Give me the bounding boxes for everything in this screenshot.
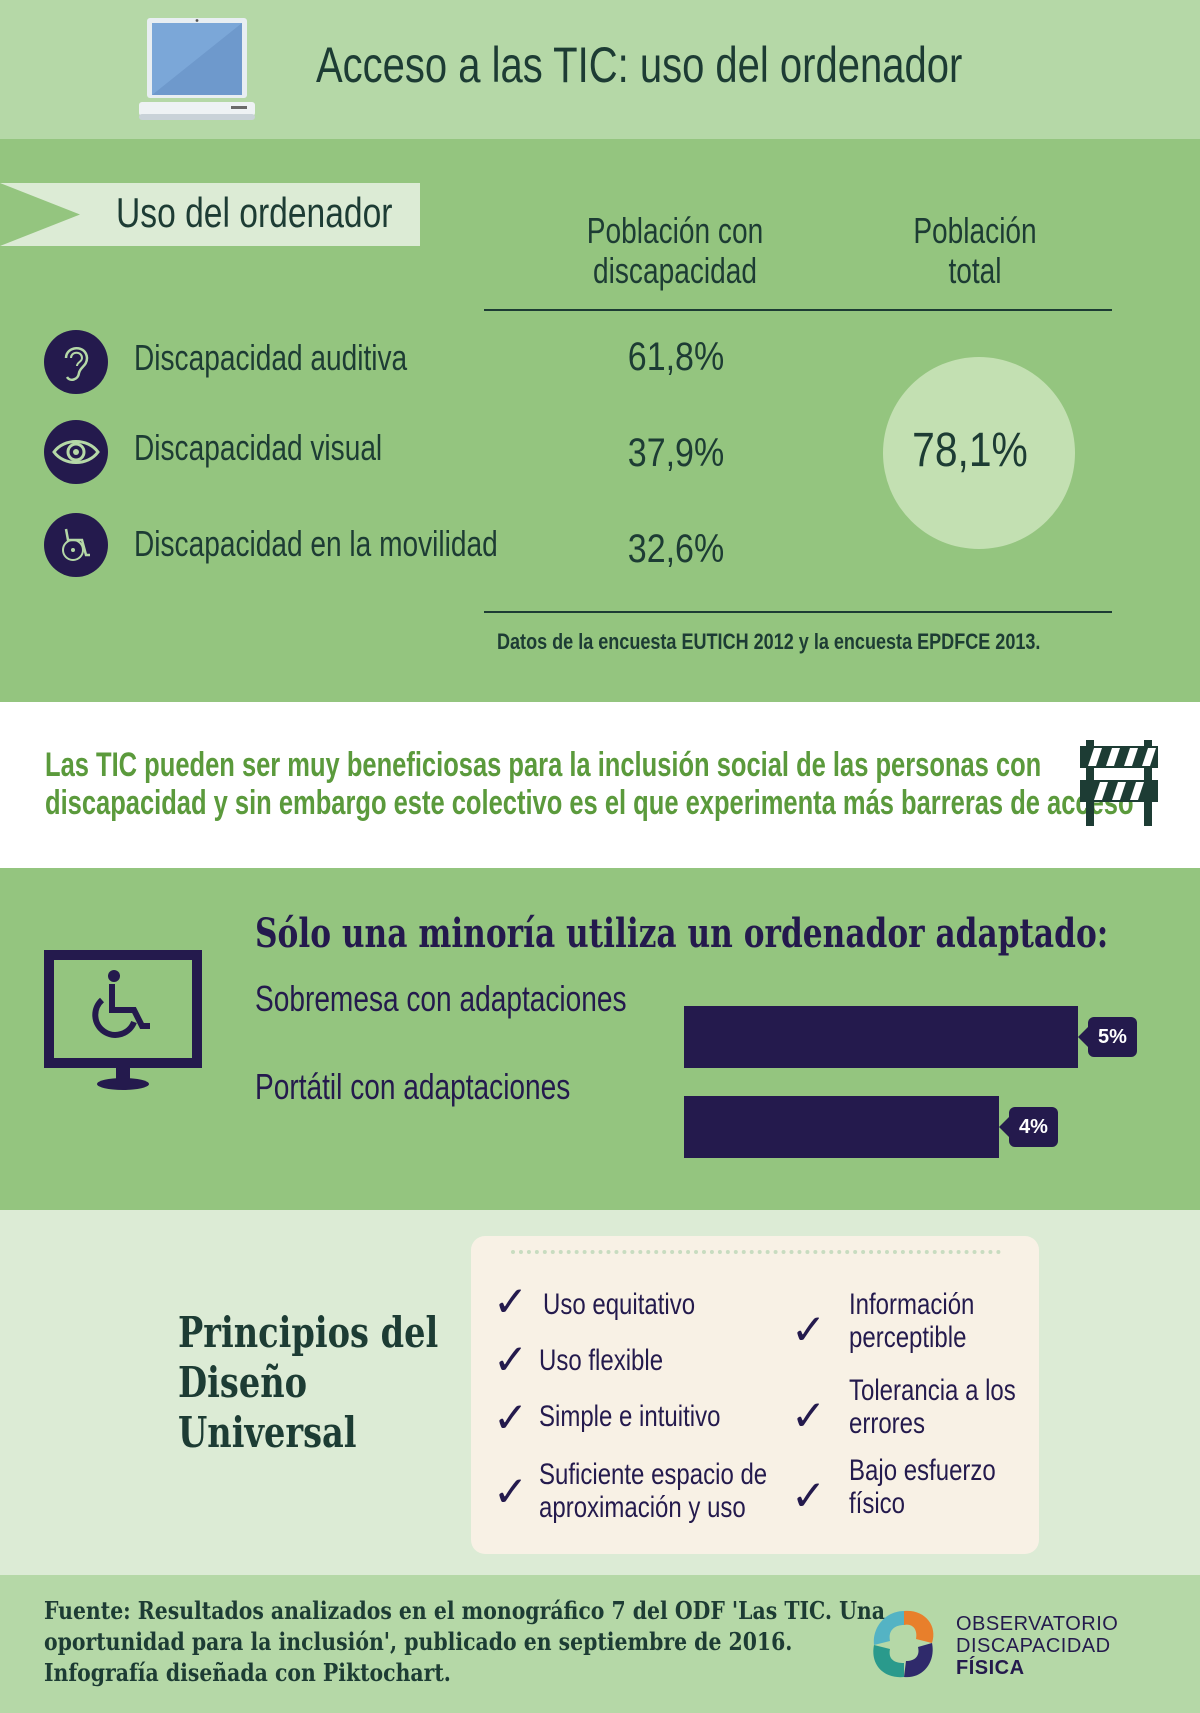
bar-value-label: 4% xyxy=(999,1107,1058,1147)
column-header-line: discapacidad xyxy=(593,250,757,291)
adapted-title: Sólo una minoría utiliza un ordenador ad… xyxy=(255,910,1109,957)
principle-item: Tolerancia a los errores xyxy=(849,1374,1057,1440)
adapted-computer-section: Sólo una minoría utiliza un ordenador ad… xyxy=(0,868,1200,1210)
row-value: 61,8% xyxy=(627,335,725,379)
quote-line: Las TIC pueden ser muy beneficiosas para… xyxy=(45,746,1042,784)
column-header-disability: Población con discapacidad xyxy=(530,211,820,291)
footer-source-line: oportunidad para la inclusión', publicad… xyxy=(44,1627,793,1656)
quote-section: Las TIC pueden ser muy beneficiosas para… xyxy=(0,702,1200,868)
header-section: Acceso a las TIC: uso del ordenador xyxy=(0,0,1200,139)
row-value: 32,6% xyxy=(627,527,725,571)
odf-logo[interactable]: OBSERVATORIO DISCAPACIDAD FÍSICA xyxy=(866,1605,1166,1685)
eye-icon xyxy=(44,420,108,484)
row-label: Discapacidad en la movilidad xyxy=(134,523,498,564)
design-principles-section: Principios del Diseño Universal ✓ Uso eq… xyxy=(0,1210,1200,1575)
principle-item: Simple e intuitivo xyxy=(539,1400,721,1433)
footer-source-line: Infografía diseñada con Piktochart. xyxy=(44,1658,451,1687)
principle-item: Bajo esfuerzo físico xyxy=(849,1454,1032,1520)
odf-logo-text: OBSERVATORIO DISCAPACIDAD FÍSICA xyxy=(956,1613,1118,1679)
ear-icon xyxy=(44,330,108,394)
odf-logo-mark xyxy=(873,1610,934,1678)
total-circle xyxy=(883,357,1075,549)
bar xyxy=(684,1006,1078,1068)
principle-line: físico xyxy=(849,1487,906,1520)
column-header-line: total xyxy=(948,250,1002,291)
design-title-line: Diseño xyxy=(178,1358,308,1407)
wheelchair-icon xyxy=(44,513,108,577)
check-icon: ✓ xyxy=(791,1472,827,1519)
check-icon: ✓ xyxy=(493,1394,529,1441)
design-title-line: Principios del xyxy=(178,1308,439,1357)
row-label: Discapacidad visual xyxy=(134,427,383,468)
check-icon: ✓ xyxy=(493,1278,529,1325)
design-title: Principios del Diseño Universal xyxy=(178,1308,438,1458)
source-note: Datos de la encuesta EUTICH 2012 y la en… xyxy=(497,629,1041,654)
section-banner: Uso del ordenador xyxy=(0,183,420,246)
quote-line: discapacidad y sin embargo este colectiv… xyxy=(45,784,1134,822)
principle-line: Suficiente espacio de xyxy=(539,1458,768,1491)
check-icon: ✓ xyxy=(791,1392,827,1439)
banner-label: Uso del ordenador xyxy=(116,189,393,236)
principle-item: Uso flexible xyxy=(539,1344,664,1377)
principle-line: Tolerancia a los xyxy=(849,1374,1016,1407)
logo-line: FÍSICA xyxy=(956,1657,1025,1679)
barrier-icon xyxy=(1080,740,1158,826)
footer-source-line: Fuente: Resultados analizados en el mono… xyxy=(44,1596,885,1625)
bar-value-label: 5% xyxy=(1078,1017,1137,1057)
footer-section: Fuente: Resultados analizados en el mono… xyxy=(0,1575,1200,1713)
check-icon: ✓ xyxy=(791,1306,827,1353)
logo-line: DISCAPACIDAD xyxy=(956,1635,1111,1657)
accessible-monitor-icon xyxy=(44,950,202,1090)
principle-item: Uso equitativo xyxy=(543,1288,696,1321)
table-bottom-rule xyxy=(484,611,1112,613)
principle-line: Bajo esfuerzo xyxy=(849,1454,996,1487)
principle-item: Suficiente espacio de aproximación y uso xyxy=(539,1458,824,1524)
column-header-line: Población xyxy=(913,210,1037,251)
row-value: 37,9% xyxy=(627,431,725,475)
column-header-total: Población total xyxy=(850,211,1100,291)
principle-line: aproximación y uso xyxy=(539,1491,746,1524)
footer-source: Fuente: Resultados analizados en el mono… xyxy=(44,1595,885,1688)
column-header-line: Población con xyxy=(586,210,764,251)
laptop-icon xyxy=(137,18,257,122)
computer-usage-section: Uso del ordenador Población con discapac… xyxy=(0,139,1200,702)
principle-line: Información xyxy=(849,1288,975,1321)
logo-line: OBSERVATORIO xyxy=(956,1613,1119,1635)
principles-card: ✓ Uso equitativo ✓ Uso flexible ✓ Simple… xyxy=(471,1236,1039,1554)
bar-label: Sobremesa con adaptaciones xyxy=(255,978,627,1019)
design-title-line: Universal xyxy=(178,1408,357,1457)
principle-item: Información perceptible xyxy=(849,1288,1006,1354)
page-title: Acceso a las TIC: uso del ordenador xyxy=(316,37,963,93)
table-top-rule xyxy=(484,309,1112,311)
principle-line: perceptible xyxy=(849,1321,967,1354)
row-label: Discapacidad auditiva xyxy=(134,337,408,378)
check-icon: ✓ xyxy=(493,1468,529,1515)
card-dotted-rule xyxy=(511,1250,1001,1254)
bar-label: Portátil con adaptaciones xyxy=(255,1066,571,1107)
principle-line: errores xyxy=(849,1407,926,1440)
check-icon: ✓ xyxy=(493,1336,529,1383)
total-value: 78,1% xyxy=(912,424,1028,477)
bar xyxy=(684,1096,999,1158)
